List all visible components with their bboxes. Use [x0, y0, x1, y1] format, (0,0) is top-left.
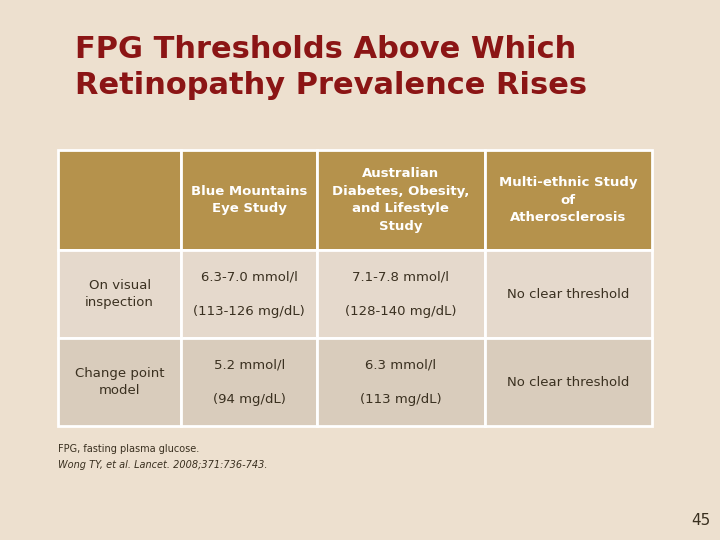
Bar — [485, 250, 652, 338]
Text: 45: 45 — [690, 513, 710, 528]
Text: Australian
Diabetes, Obesity,
and Lifestyle
Study: Australian Diabetes, Obesity, and Lifest… — [332, 167, 469, 233]
Text: No clear threshold: No clear threshold — [507, 375, 629, 388]
Bar — [485, 338, 652, 426]
Text: Blue Mountains
Eye Study: Blue Mountains Eye Study — [191, 185, 307, 215]
Text: Multi-ethnic Study
of
Atherosclerosis: Multi-ethnic Study of Atherosclerosis — [499, 176, 638, 224]
Bar — [181, 150, 317, 250]
Text: 5.2 mmol/l

(94 mg/dL): 5.2 mmol/l (94 mg/dL) — [212, 358, 286, 406]
Text: On visual
inspection: On visual inspection — [85, 279, 154, 309]
Text: FPG, fasting plasma glucose.: FPG, fasting plasma glucose. — [58, 444, 199, 454]
Bar — [181, 250, 317, 338]
Bar — [317, 338, 485, 426]
Text: Wong TY, et al. Lancet. 2008;371:736-743.: Wong TY, et al. Lancet. 2008;371:736-743… — [58, 460, 268, 470]
Text: Change point
model: Change point model — [75, 367, 164, 397]
Text: FPG Thresholds Above Which: FPG Thresholds Above Which — [75, 36, 576, 64]
Bar — [485, 150, 652, 250]
Bar — [181, 338, 317, 426]
Text: 7.1-7.8 mmol/l

(128-140 mg/dL): 7.1-7.8 mmol/l (128-140 mg/dL) — [345, 270, 456, 318]
Bar — [317, 150, 485, 250]
Bar — [317, 250, 485, 338]
Text: Retinopathy Prevalence Rises: Retinopathy Prevalence Rises — [75, 71, 587, 99]
Text: 6.3-7.0 mmol/l

(113-126 mg/dL): 6.3-7.0 mmol/l (113-126 mg/dL) — [193, 270, 305, 318]
Text: No clear threshold: No clear threshold — [507, 287, 629, 300]
Bar — [58, 338, 181, 426]
Text: 6.3 mmol/l

(113 mg/dL): 6.3 mmol/l (113 mg/dL) — [360, 358, 441, 406]
Bar — [58, 250, 181, 338]
Bar — [58, 150, 181, 250]
